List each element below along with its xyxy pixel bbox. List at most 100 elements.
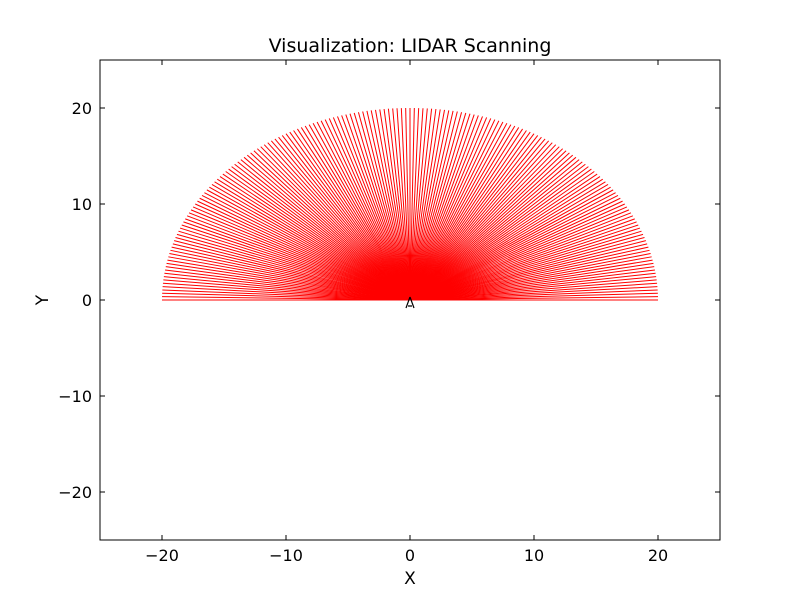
beam-line [289,131,411,301]
beam-line [409,218,635,301]
beam-line [409,121,504,301]
beam-line [409,131,531,301]
beam-line [197,200,411,301]
beam-line [409,209,630,301]
beam-line [278,136,411,301]
beam-line [166,262,411,301]
beam-line [162,292,411,301]
beam-line [409,181,606,301]
beam-line [409,173,598,301]
beam-line [409,206,628,301]
beam-line [225,171,411,301]
beam-line [409,221,637,301]
beam-line [366,110,411,301]
beam-line [188,212,411,301]
beam-line [179,227,411,301]
x-tick-label: 10 [524,546,544,565]
beam-line [332,117,411,301]
beam-line [162,282,411,301]
beam-line [409,148,564,301]
beam-line [409,110,450,301]
beam-line [328,118,411,301]
beam-line [316,121,411,301]
beam-line [409,142,553,301]
beam-line [409,114,475,301]
beam-line [237,161,411,301]
beam-line [409,279,657,301]
plot-frame [99,59,721,541]
beam-line [274,138,411,301]
beam-line [409,272,656,301]
beam-line [409,197,621,301]
beam-line [270,140,411,301]
beam-line [349,113,411,301]
beam-line [409,240,646,301]
beam-line [222,173,411,301]
beam-line [409,249,650,301]
beam-line [409,108,424,301]
beam-line [409,200,623,301]
beam-line [409,156,577,301]
chart-title: Visualization: LIDAR Scanning [269,35,552,57]
beam-line [409,146,560,301]
beam-line [409,166,589,301]
beam-line [163,276,411,301]
beam-line [409,115,479,301]
beam-line [409,189,614,301]
beam-line [409,125,516,301]
beam-line [240,159,411,301]
beam-line [409,286,658,301]
sensor-icon [405,296,415,309]
x-tick-label: 0 [405,546,415,565]
beam-line [409,116,483,301]
beam-line [176,233,411,301]
beam-line [175,237,411,301]
beam-line [162,296,411,301]
beam-line [409,113,471,301]
y-tick-label: 0 [82,291,92,310]
beam-line [312,123,411,301]
beam-line [409,123,508,301]
beam-line [409,259,653,301]
x-tick-label: −10 [269,546,303,565]
beam-line [190,209,411,301]
beam-line [209,186,411,301]
beam-line [167,259,411,301]
beam-line [171,246,411,301]
beam-line [383,108,411,301]
beam-line [409,138,546,301]
beam-line [362,111,411,301]
y-tick-label: −20 [58,483,92,502]
beam-line [178,230,411,301]
beam-line [164,272,411,301]
x-axis-label: X [404,569,416,589]
beam-line [409,159,580,301]
beam-line [409,124,512,301]
beam-line [409,203,625,301]
beam-line [267,142,411,301]
beam-line [250,152,411,301]
beam-line [246,154,411,301]
beam-line [170,249,411,301]
beam-line [357,112,411,301]
beam-line [345,114,411,301]
beam-line [163,279,411,301]
beam-line [409,292,658,301]
beam-line [409,128,524,301]
beam-line [300,127,411,301]
beam-line [231,166,411,301]
beam-line [409,108,433,301]
beam-line [162,286,411,301]
beam-line [409,215,634,301]
beam-line [409,111,458,301]
beam-line [409,163,586,301]
beam-line [409,127,520,301]
beam-line [387,108,411,301]
beam-line [337,116,411,301]
beam-line [409,194,619,301]
beam-line [379,109,411,301]
beam-line [409,262,654,301]
beam-line [409,130,527,301]
beam-line [396,108,411,301]
beam-line [409,136,542,301]
